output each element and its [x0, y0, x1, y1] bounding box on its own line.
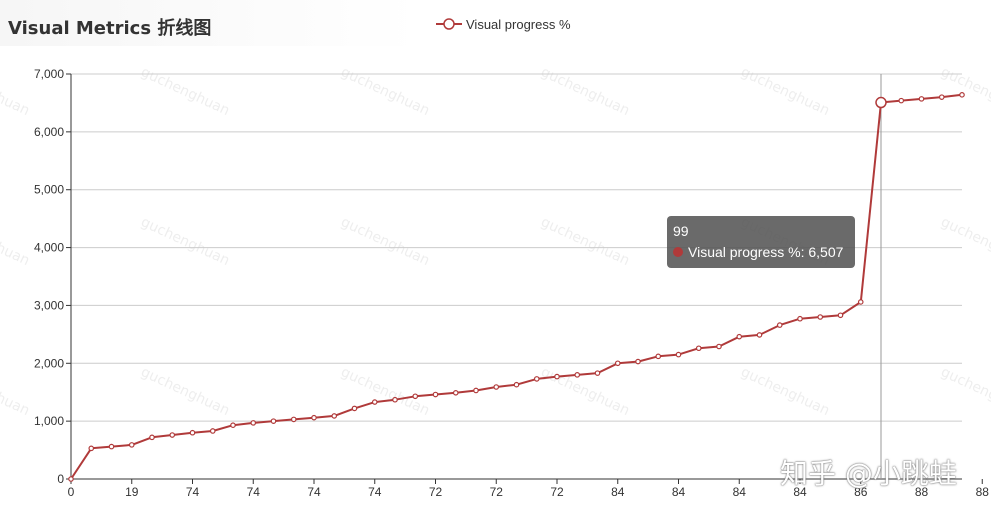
- y-tick-label: 0: [57, 472, 64, 486]
- data-point: [270, 418, 277, 424]
- data-point: [473, 387, 479, 394]
- data-point: [918, 96, 925, 102]
- watermark-text: guchenghuan: [538, 364, 632, 419]
- x-tick-label: 84: [672, 485, 686, 499]
- data-point: [68, 476, 74, 482]
- x-tick-label: 19: [125, 485, 139, 499]
- x-tick-label: 74: [186, 485, 200, 499]
- data-point: [857, 299, 864, 305]
- chart-title: Visual Metrics 折线图: [8, 18, 212, 39]
- data-point: [574, 372, 581, 378]
- y-tick-label: 1,000: [34, 414, 64, 428]
- data-point: [432, 391, 439, 398]
- tooltip-series-dot-icon: [673, 247, 683, 257]
- data-point: [169, 432, 176, 438]
- x-tick-label: 74: [247, 485, 261, 499]
- x-tick-label: 0: [68, 485, 75, 499]
- x-tick-label: 72: [490, 485, 504, 499]
- x-tick-label: 74: [368, 485, 382, 499]
- corner-watermark: 知乎 @小跳蛙: [780, 457, 957, 490]
- data-point: [452, 389, 459, 396]
- watermark-text: guchenghuan: [938, 214, 991, 269]
- tooltip-title: 99: [673, 223, 689, 239]
- x-tick-label: 74: [307, 485, 321, 499]
- watermark-text: guchenghuan: [338, 214, 432, 269]
- watermark-text: guchenghuan: [938, 64, 991, 119]
- tooltip-separator: :: [800, 244, 809, 260]
- watermark-text: guchenghuan: [738, 64, 832, 119]
- y-tick-label: 7,000: [34, 67, 64, 81]
- x-tick-label: 86: [854, 485, 868, 499]
- tooltip-value: 6,507: [808, 244, 844, 260]
- data-point: [554, 373, 560, 380]
- x-tick-label: 72: [550, 485, 564, 499]
- x-tick-label: 84: [793, 485, 807, 499]
- data-point: [837, 312, 844, 319]
- data-point: [959, 92, 965, 98]
- data-point: [189, 429, 196, 436]
- data-point: [311, 414, 317, 421]
- data-point: [938, 94, 945, 100]
- legend-line-circle-icon: [436, 18, 462, 30]
- data-point: [675, 351, 682, 358]
- watermark-text: guchenghuan: [938, 364, 991, 419]
- y-tick-label: 5,000: [34, 183, 64, 197]
- watermark-text: guchenghuan: [538, 214, 632, 269]
- watermark-text: guchenghuan: [0, 64, 32, 119]
- data-point: [331, 413, 338, 419]
- legend[interactable]: Visual progress %: [436, 14, 571, 34]
- x-tick-label: 88: [915, 485, 929, 499]
- title-background: [0, 0, 420, 46]
- data-point: [695, 345, 702, 352]
- data-point: [513, 381, 520, 388]
- watermark-text: guchenghuan: [138, 64, 232, 119]
- data-point: [797, 315, 803, 322]
- data-point: [776, 322, 783, 328]
- watermark-text: guchenghuan: [138, 364, 232, 419]
- watermark-text: guchenghuan: [538, 64, 632, 119]
- data-point: [493, 384, 500, 390]
- watermark-text: guchenghuan: [0, 364, 32, 419]
- y-tick-label: 3,000: [34, 298, 64, 312]
- legend-label: Visual progress %: [466, 16, 571, 32]
- y-tick-label: 4,000: [34, 241, 64, 255]
- data-point: [594, 370, 601, 376]
- data-point: [533, 376, 540, 382]
- data-point: [756, 332, 763, 338]
- data-point: [392, 396, 398, 403]
- data-point: [736, 333, 743, 340]
- x-tick-label: 72: [429, 485, 443, 499]
- data-point: [817, 314, 824, 320]
- data-point: [250, 420, 257, 426]
- data-point: [149, 434, 155, 441]
- x-tick-label: 84: [611, 485, 625, 499]
- data-point: [614, 360, 621, 367]
- data-point: [371, 399, 378, 405]
- y-tick-label: 6,000: [34, 125, 64, 139]
- watermark-text: guchenghuan: [0, 214, 32, 269]
- data-point: [655, 353, 662, 360]
- x-tick-label: 84: [733, 485, 747, 499]
- data-point: [351, 405, 358, 412]
- watermark-text: guchenghuan: [338, 64, 432, 119]
- watermark-text: guchenghuan: [738, 364, 832, 419]
- data-point: [898, 97, 905, 104]
- data-point: [290, 416, 297, 423]
- tooltip-series-name: Visual progress %: [688, 244, 801, 260]
- tooltip: 99 Visual progress %: 6,507: [667, 216, 855, 268]
- data-point: [88, 445, 95, 452]
- data-point: [716, 343, 722, 350]
- y-tick-label: 2,000: [34, 356, 64, 370]
- data-point: [230, 422, 236, 428]
- data-point: [412, 393, 419, 400]
- data-point: [108, 443, 115, 450]
- x-tick-label: 88: [976, 485, 990, 499]
- data-point: [128, 442, 135, 448]
- data-point: [635, 358, 641, 365]
- data-point: [209, 428, 216, 434]
- watermark-text: guchenghuan: [338, 364, 432, 419]
- highlighted-point: [875, 96, 887, 109]
- watermark-text: guchenghuan: [138, 214, 232, 269]
